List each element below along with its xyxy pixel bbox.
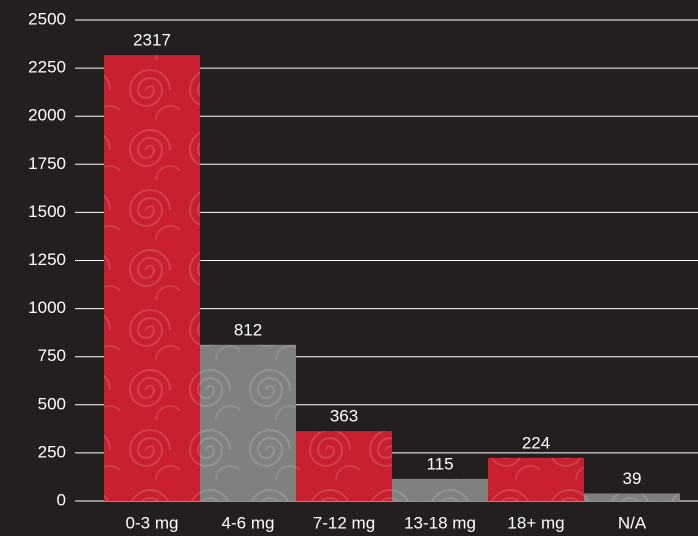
y-tick-label: 1000 bbox=[28, 298, 66, 317]
data-label: 115 bbox=[426, 454, 453, 473]
bar bbox=[392, 478, 488, 501]
x-tick-label: 0-3 mg bbox=[126, 513, 179, 532]
bar bbox=[296, 431, 392, 501]
y-tick-label: 1250 bbox=[28, 250, 66, 269]
x-tick-label: 18+ mg bbox=[507, 513, 564, 532]
bar bbox=[200, 344, 296, 501]
y-tick-label: 2000 bbox=[28, 106, 66, 125]
y-tick-label: 500 bbox=[38, 394, 66, 413]
bar bbox=[488, 457, 584, 501]
x-tick-label: N/A bbox=[618, 513, 647, 532]
y-tick-label: 2500 bbox=[28, 9, 66, 28]
bar bbox=[584, 493, 680, 501]
data-label: 363 bbox=[330, 407, 358, 426]
bar bbox=[104, 55, 200, 502]
data-label: 812 bbox=[234, 320, 262, 339]
data-label: 224 bbox=[522, 433, 550, 452]
y-tick-label: 2250 bbox=[28, 58, 66, 77]
x-tick-label: 7-12 mg bbox=[313, 513, 375, 532]
y-tick-label: 0 bbox=[57, 490, 66, 509]
data-label: 39 bbox=[623, 469, 642, 488]
y-tick-label: 750 bbox=[38, 346, 66, 365]
x-tick-label: 4-6 mg bbox=[222, 513, 275, 532]
y-tick-label: 1750 bbox=[28, 154, 66, 173]
y-tick-label: 250 bbox=[38, 442, 66, 461]
y-tick-label: 1500 bbox=[28, 202, 66, 221]
data-label: 2317 bbox=[133, 31, 171, 50]
x-tick-label: 13-18 mg bbox=[404, 513, 476, 532]
